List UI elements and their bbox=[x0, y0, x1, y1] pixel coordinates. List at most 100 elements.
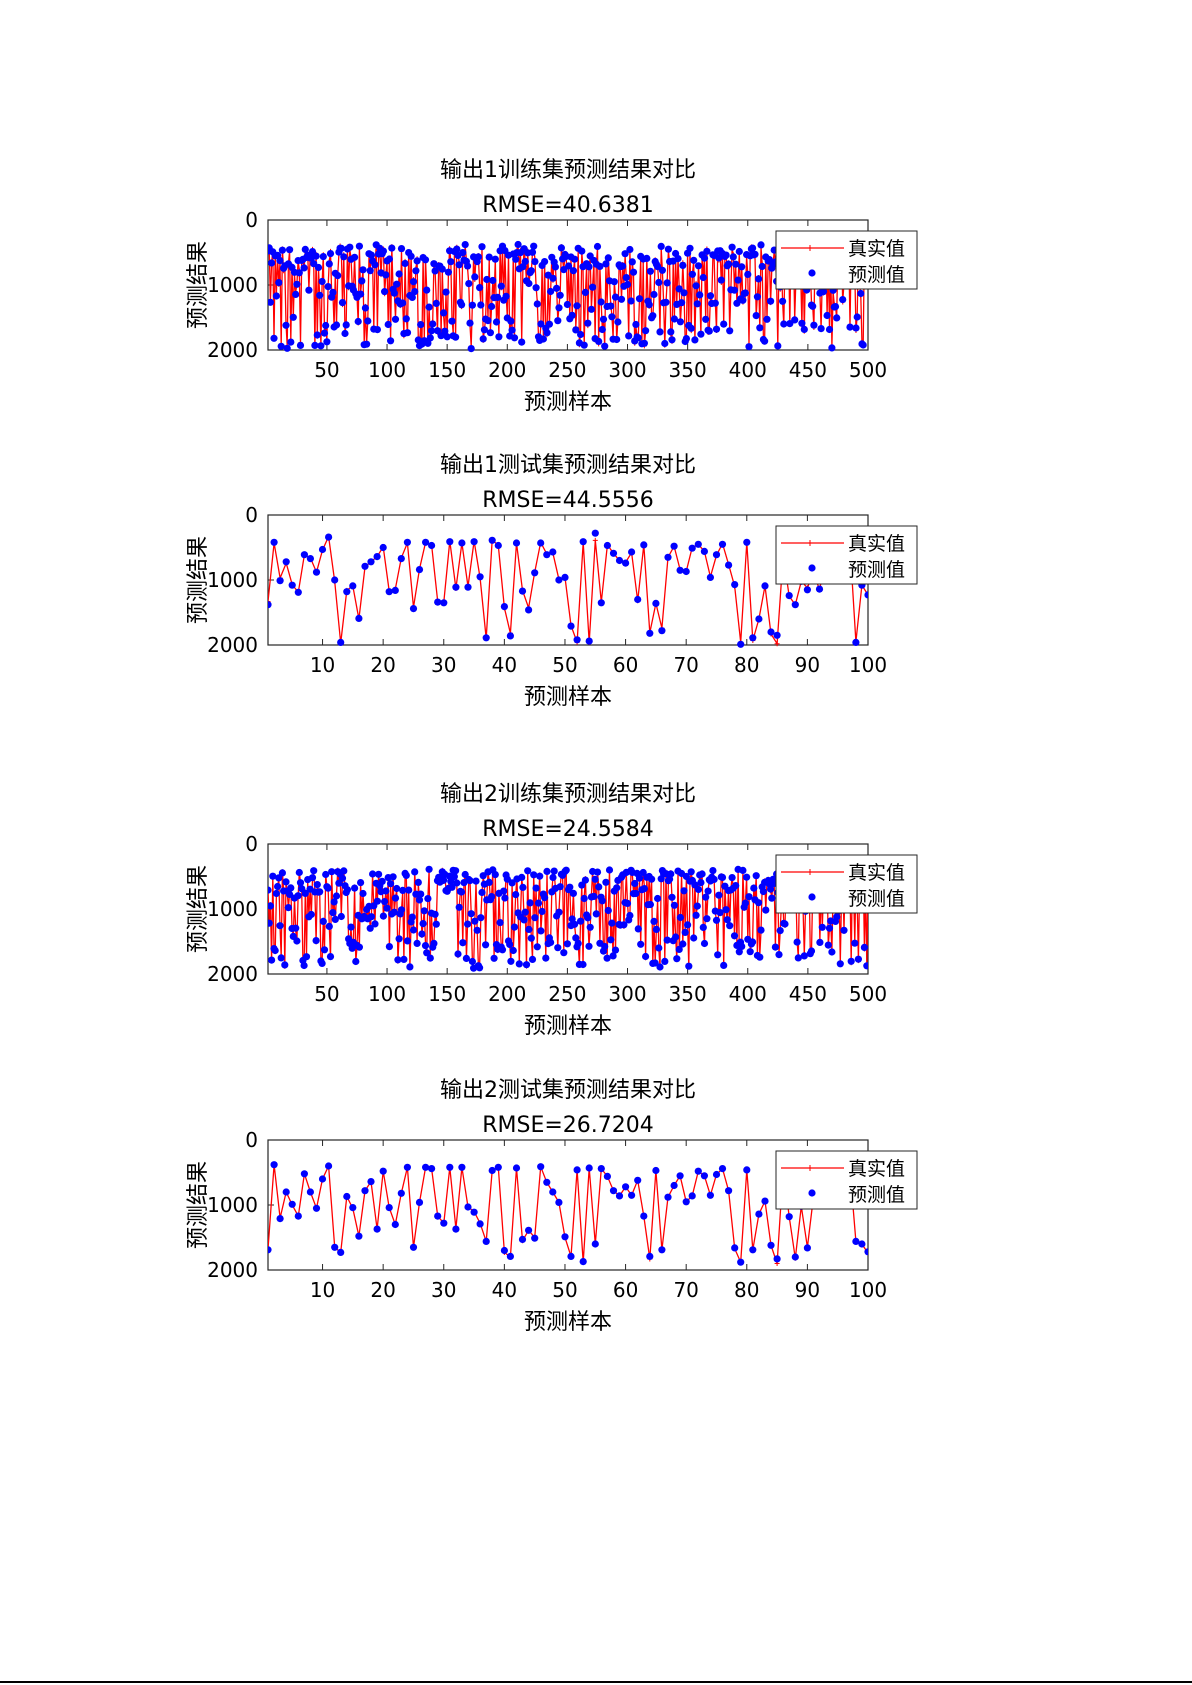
predicted-value-point bbox=[515, 960, 523, 968]
legend-box bbox=[775, 525, 918, 585]
predicted-value-point bbox=[597, 298, 605, 306]
predicted-value-point bbox=[287, 884, 295, 892]
predicted-value-point bbox=[648, 875, 656, 883]
predicted-value-point bbox=[296, 341, 305, 349]
x-tick-label: 60 bbox=[613, 653, 638, 677]
predicted-value-point bbox=[271, 946, 279, 955]
predicted-value-point bbox=[543, 551, 551, 559]
predicted-value-point bbox=[773, 631, 781, 639]
predicted-value-point bbox=[323, 338, 331, 346]
predicted-value-point bbox=[541, 894, 549, 902]
predicted-value-point bbox=[749, 1246, 757, 1254]
predicted-value-point bbox=[706, 1191, 715, 1199]
predicted-value-point bbox=[672, 933, 680, 941]
predicted-value-point bbox=[301, 889, 309, 897]
predicted-value-point bbox=[426, 334, 434, 342]
predicted-value-point bbox=[556, 883, 564, 891]
predicted-value-point bbox=[431, 910, 439, 918]
predicted-value-point bbox=[422, 538, 430, 546]
x-tick-label: 450 bbox=[789, 982, 827, 1006]
predicted-value-point bbox=[549, 274, 557, 282]
true-value-marker bbox=[592, 537, 598, 543]
predicted-value-point bbox=[394, 956, 402, 964]
predicted-value-point bbox=[432, 920, 440, 928]
predicted-value-point bbox=[440, 876, 448, 884]
predicted-value-point bbox=[373, 553, 381, 561]
predicted-value-point bbox=[597, 599, 605, 607]
predicted-value-point bbox=[632, 320, 640, 329]
predicted-value-point bbox=[413, 939, 421, 947]
predicted-value-point bbox=[423, 949, 431, 957]
predicted-value-point bbox=[693, 902, 701, 910]
predicted-value-point bbox=[646, 629, 654, 637]
predicted-value-point bbox=[700, 547, 709, 555]
predicted-value-point bbox=[627, 297, 635, 305]
predicted-value-point bbox=[676, 1172, 684, 1180]
predicted-value-point bbox=[340, 253, 348, 261]
predicted-value-point bbox=[610, 278, 618, 286]
predicted-value-point bbox=[645, 301, 653, 309]
predicted-value-point bbox=[391, 315, 400, 323]
legend-label-predicted: 预测值 bbox=[848, 559, 905, 581]
predicted-value-point bbox=[448, 317, 456, 325]
predicted-value-point bbox=[595, 337, 603, 345]
x-tick-label: 150 bbox=[428, 982, 466, 1006]
predicted-value-point bbox=[825, 924, 834, 932]
predicted-value-point bbox=[602, 878, 610, 886]
predicted-value-point bbox=[276, 922, 284, 930]
predicted-value-point bbox=[545, 320, 554, 328]
predicted-value-point bbox=[574, 939, 582, 947]
chart-output1-test-svg: 输出1测试集预测结果对比 RMSE=44.5556 0 1000 2000 10 20 30 4… bbox=[186, 453, 918, 710]
predicted-value-point bbox=[305, 286, 313, 294]
predicted-value-point bbox=[756, 953, 764, 961]
predicted-value-point bbox=[711, 299, 719, 307]
predicted-value-point bbox=[275, 874, 283, 882]
predicted-value-point bbox=[533, 943, 541, 951]
predicted-value-point bbox=[300, 961, 308, 970]
predicted-value-point bbox=[312, 937, 320, 945]
predicted-value-point bbox=[626, 911, 634, 920]
predicted-value-point bbox=[478, 888, 486, 897]
y-tick-label: 1000 bbox=[207, 897, 258, 921]
predicted-value-point bbox=[634, 595, 642, 604]
predicted-value-point bbox=[773, 1255, 781, 1263]
predicted-value-point bbox=[349, 582, 357, 590]
predicted-value-point bbox=[646, 267, 655, 275]
predicted-value-point bbox=[759, 887, 768, 896]
x-tick-label: 20 bbox=[370, 1278, 395, 1302]
predicted-value-point bbox=[803, 1244, 812, 1252]
predicted-value-point bbox=[294, 588, 302, 596]
predicted-value-point bbox=[393, 280, 401, 288]
predicted-value-point bbox=[743, 538, 751, 546]
predicted-value-point bbox=[691, 336, 699, 344]
predicted-value-point bbox=[423, 286, 431, 294]
predicted-value-point bbox=[293, 937, 301, 945]
predicted-value-point bbox=[655, 944, 663, 952]
predicted-value-point bbox=[712, 551, 721, 559]
predicted-value-point bbox=[816, 938, 824, 946]
predicted-value-point bbox=[542, 954, 550, 962]
true-value-marker bbox=[268, 598, 271, 604]
predicted-value-point bbox=[681, 928, 689, 936]
predicted-value-point bbox=[549, 873, 557, 882]
predicted-value-point bbox=[675, 945, 683, 953]
predicted-value-point bbox=[585, 1164, 593, 1172]
predicted-value-point bbox=[367, 913, 375, 921]
predicted-value-point bbox=[547, 287, 555, 296]
predicted-value-point bbox=[761, 337, 769, 345]
predicted-value-point bbox=[391, 1220, 399, 1229]
predicted-value-point bbox=[640, 885, 649, 893]
predicted-value-point bbox=[752, 312, 760, 320]
predicted-value-point bbox=[608, 313, 616, 321]
legend-label-predicted: 预测值 bbox=[848, 888, 905, 910]
predicted-value-point bbox=[589, 283, 597, 291]
predicted-value-point bbox=[757, 241, 765, 249]
predicted-value-point bbox=[864, 1248, 868, 1256]
predicted-value-point bbox=[720, 961, 728, 969]
predicted-value-point bbox=[652, 599, 660, 607]
predicted-value-point bbox=[507, 317, 515, 325]
predicted-value-point bbox=[554, 317, 562, 325]
predicted-value-point bbox=[609, 1187, 618, 1195]
predicted-value-point bbox=[585, 942, 593, 950]
predicted-value-point bbox=[402, 315, 410, 323]
